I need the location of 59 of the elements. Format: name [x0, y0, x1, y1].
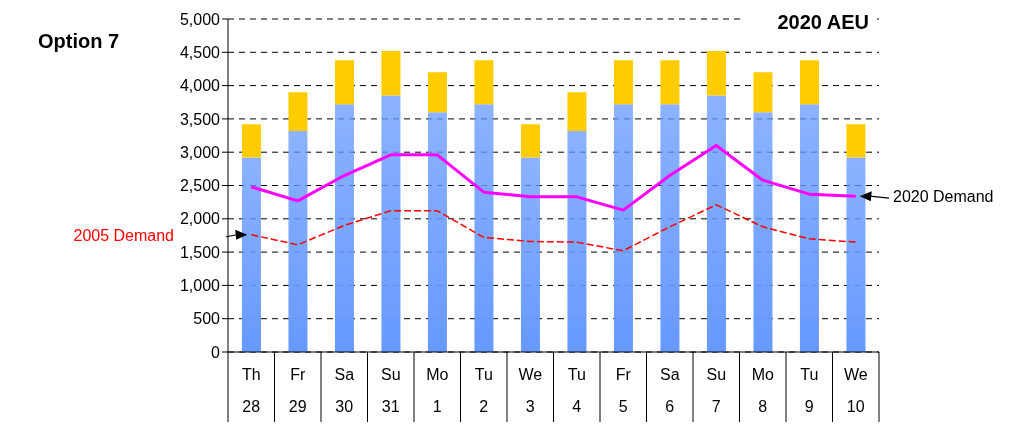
- y-tick-label: 2,500: [179, 177, 221, 195]
- bar: [613, 104, 633, 352]
- bar: [427, 112, 447, 352]
- bar: [567, 92, 587, 131]
- bar: [846, 157, 866, 352]
- y-tick-label: 0: [211, 343, 221, 361]
- y-tick-label: 1,000: [179, 277, 221, 295]
- y-tick-label: 5,000: [179, 10, 221, 28]
- bar: [427, 72, 447, 113]
- bar: [334, 60, 354, 105]
- x-tick-label: Su 31: [380, 366, 401, 415]
- bar: [288, 130, 308, 352]
- y-tick-label: 4,500: [179, 43, 221, 61]
- line-series: [249, 144, 858, 212]
- bar: [753, 72, 773, 113]
- bar: [474, 60, 494, 105]
- x-tick-label: Su 7: [706, 366, 727, 415]
- bar: [846, 124, 866, 158]
- bar: [753, 112, 773, 352]
- bar: [799, 60, 819, 105]
- bar: [660, 104, 680, 352]
- y-tick-label: 3,500: [179, 110, 221, 128]
- x-tick-label: Tu 2: [474, 366, 493, 415]
- x-tick-label: Sa 6: [659, 366, 680, 415]
- y-tick-label: 1,500: [179, 243, 221, 261]
- bar: [381, 50, 401, 96]
- text: Option 7: [38, 30, 120, 52]
- line-series: [250, 204, 857, 252]
- bar: [241, 157, 261, 352]
- x-tick-label: Th 28: [241, 366, 261, 415]
- bar: [474, 104, 494, 352]
- y-tick-label: 4,000: [179, 77, 221, 95]
- text: 2005 Demand: [73, 226, 174, 244]
- bar: [334, 104, 354, 352]
- x-tick-label: Tu 4: [567, 366, 586, 415]
- x-tick-label: We 3: [518, 366, 543, 415]
- bar: [799, 104, 819, 352]
- bar: [706, 50, 726, 96]
- x-tick-label: We 10: [843, 366, 868, 415]
- bar: [520, 124, 540, 158]
- text: 2020 Demand: [893, 188, 994, 206]
- x-tick-label: Mo 8: [751, 366, 774, 415]
- bar: [567, 130, 587, 352]
- y-tick-label: 3,000: [179, 143, 221, 161]
- x-tick-label: Fr 29: [288, 366, 307, 415]
- bar: [613, 60, 633, 105]
- chart-subtitle: 2020 AEU: [777, 11, 869, 33]
- bar: [288, 92, 308, 131]
- bar: [241, 124, 261, 158]
- x-tick-label: Sa 30: [334, 366, 355, 415]
- x-tick-label: Mo 1: [426, 366, 449, 415]
- y-tick-label: 2,000: [179, 210, 221, 228]
- x-tick-label: Tu 9: [800, 366, 819, 415]
- bar: [520, 157, 540, 352]
- bar: [706, 95, 726, 352]
- x-tick-label: Fr 5: [615, 366, 632, 415]
- bar: [660, 60, 680, 105]
- y-tick-label: 500: [193, 310, 221, 328]
- bar: [381, 95, 401, 352]
